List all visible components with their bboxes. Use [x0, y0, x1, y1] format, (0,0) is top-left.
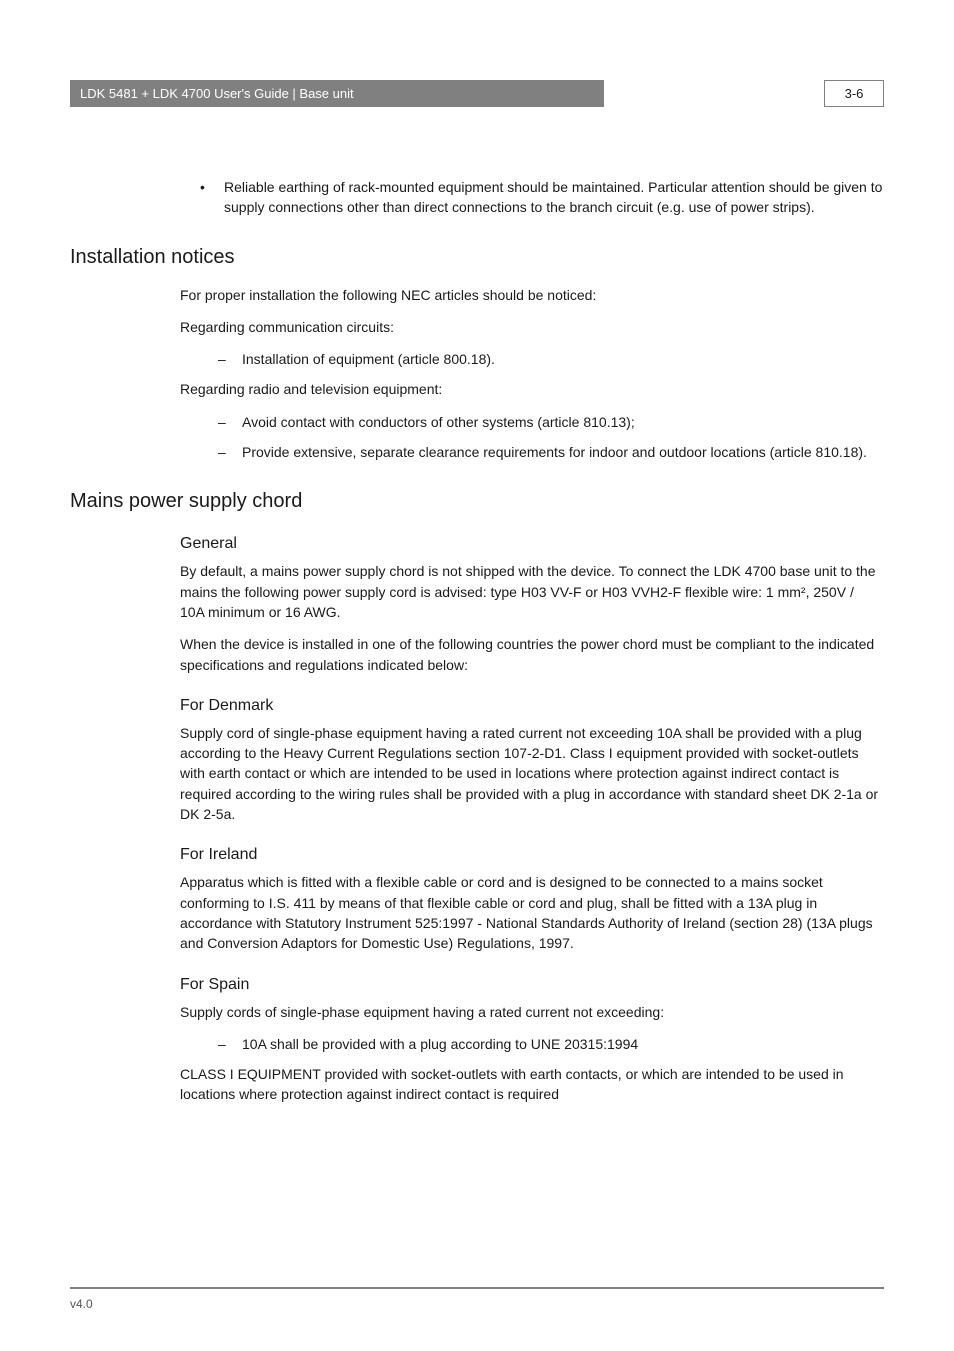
- list-item: – Avoid contact with conductors of other…: [218, 412, 884, 432]
- content: • Reliable earthing of rack-mounted equi…: [70, 177, 884, 1105]
- heading-mains-power: Mains power supply chord: [70, 490, 884, 513]
- dash-icon: –: [218, 442, 242, 462]
- paragraph: When the device is installed in one of t…: [180, 634, 880, 675]
- subheading-ireland: For Ireland: [180, 846, 884, 864]
- subheading-general: General: [180, 535, 884, 553]
- bullet-text: Reliable earthing of rack-mounted equipm…: [224, 177, 884, 218]
- paragraph: Regarding communication circuits:: [180, 317, 880, 337]
- paragraph: Supply cords of single-phase equipment h…: [180, 1002, 880, 1022]
- dash-icon: –: [218, 1034, 242, 1054]
- list-item: – 10A shall be provided with a plug acco…: [218, 1034, 884, 1054]
- paragraph: Supply cord of single-phase equipment ha…: [180, 723, 880, 824]
- dash-icon: –: [218, 349, 242, 369]
- list-item-text: Installation of equipment (article 800.1…: [242, 349, 495, 369]
- paragraph: By default, a mains power supply chord i…: [180, 561, 880, 622]
- lead-bullet: • Reliable earthing of rack-mounted equi…: [200, 177, 884, 218]
- list-item-text: Avoid contact with conductors of other s…: [242, 412, 635, 432]
- paragraph: For proper installation the following NE…: [180, 285, 880, 305]
- list-item: – Installation of equipment (article 800…: [218, 349, 884, 369]
- page-header: LDK 5481 + LDK 4700 User's Guide | Base …: [70, 80, 884, 107]
- footer-version: v4.0: [70, 1297, 884, 1311]
- header-spacer: [604, 80, 824, 107]
- page-footer: v4.0: [70, 1287, 884, 1311]
- header-page-number: 3-6: [824, 80, 884, 107]
- paragraph: Regarding radio and television equipment…: [180, 379, 880, 399]
- bullet-icon: •: [200, 177, 224, 218]
- list-item-text: Provide extensive, separate clearance re…: [242, 442, 867, 462]
- subheading-denmark: For Denmark: [180, 697, 884, 715]
- paragraph: CLASS I EQUIPMENT provided with socket-o…: [180, 1064, 880, 1105]
- list-item-text: 10A shall be provided with a plug accord…: [242, 1034, 638, 1054]
- paragraph: Apparatus which is fitted with a flexibl…: [180, 872, 880, 953]
- subheading-spain: For Spain: [180, 976, 884, 994]
- list-item: – Provide extensive, separate clearance …: [218, 442, 884, 462]
- heading-installation-notices: Installation notices: [70, 246, 884, 269]
- header-title: LDK 5481 + LDK 4700 User's Guide | Base …: [70, 80, 604, 107]
- dash-icon: –: [218, 412, 242, 432]
- footer-divider: [70, 1287, 884, 1289]
